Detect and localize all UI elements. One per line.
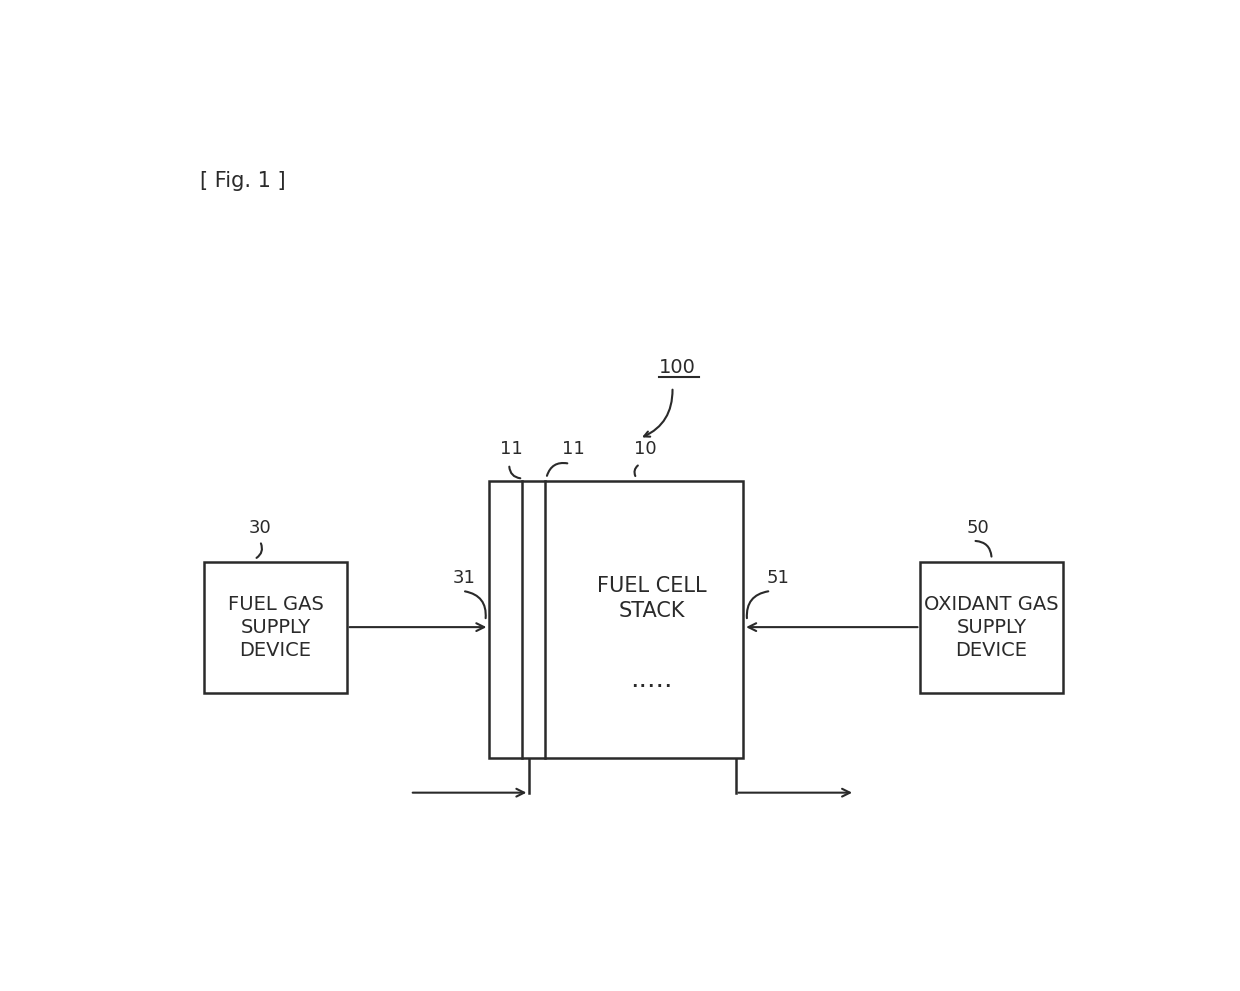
Text: 30: 30 — [249, 519, 272, 537]
Text: DEVICE: DEVICE — [239, 641, 311, 660]
Text: STACK: STACK — [619, 601, 684, 620]
Bar — [205, 562, 347, 693]
Bar — [920, 562, 1063, 693]
Text: FUEL CELL: FUEL CELL — [596, 576, 707, 597]
Bar — [490, 481, 743, 758]
Text: SUPPLY: SUPPLY — [241, 617, 310, 636]
Text: 10: 10 — [634, 440, 657, 458]
Text: DEVICE: DEVICE — [956, 641, 1028, 660]
Text: .....: ..... — [630, 667, 673, 694]
Text: 31: 31 — [453, 569, 476, 587]
Text: SUPPLY: SUPPLY — [956, 617, 1027, 636]
Text: 51: 51 — [766, 569, 790, 587]
Text: 100: 100 — [658, 358, 696, 377]
Text: OXIDANT GAS: OXIDANT GAS — [924, 595, 1059, 613]
Text: FUEL GAS: FUEL GAS — [228, 595, 324, 613]
Text: 50: 50 — [967, 519, 990, 537]
Text: [ Fig. 1 ]: [ Fig. 1 ] — [201, 171, 286, 191]
Text: 11: 11 — [500, 440, 523, 458]
Text: 11: 11 — [563, 440, 585, 458]
